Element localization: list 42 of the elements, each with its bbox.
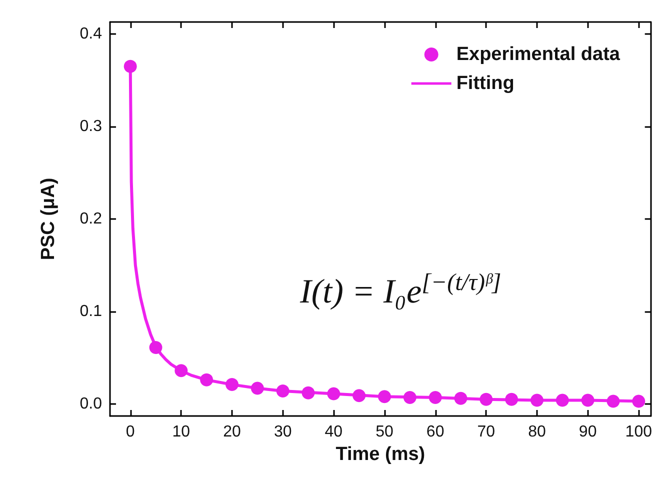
- x-tick-label: 80: [528, 424, 546, 440]
- point: [581, 394, 594, 407]
- x-tick-label: 90: [578, 424, 597, 440]
- x-tick-label: 40: [324, 424, 343, 440]
- x-tick-label: 0: [126, 424, 135, 440]
- point: [149, 341, 162, 354]
- x-tick-label: 30: [274, 424, 292, 440]
- point: [200, 373, 214, 386]
- point: [352, 389, 366, 402]
- legend-label: Experimental data: [456, 44, 620, 65]
- point: [403, 391, 416, 404]
- point: [302, 386, 315, 400]
- annotation: I(t) = I₀e$^{[−(t/τ)ᵝ]}$: [300, 270, 502, 312]
- point: [226, 378, 238, 392]
- point: [276, 384, 290, 398]
- x-tick-label: 10: [172, 424, 190, 440]
- legend-label: Fitting: [456, 73, 514, 94]
- y-tick-label: 0.2: [80, 210, 102, 228]
- point: [505, 392, 518, 406]
- y-axis-title: PSC (μA): [38, 178, 59, 260]
- x-tick-label: 100: [625, 424, 652, 440]
- y-tick-label: 0.0: [80, 395, 102, 412]
- point: [250, 382, 264, 395]
- point: [480, 392, 493, 406]
- x-tick-label: 60: [426, 424, 444, 440]
- point: [632, 394, 646, 408]
- x-tick-label: 20: [223, 424, 241, 440]
- x-tick-label: 50: [376, 424, 394, 440]
- x-tick-label: 70: [477, 424, 496, 440]
- point: [454, 392, 468, 405]
- point: [124, 60, 137, 73]
- point: [556, 394, 569, 407]
- y-tick-label: 0.3: [80, 118, 102, 136]
- point: [327, 387, 340, 400]
- point: [174, 364, 188, 378]
- point: [378, 390, 391, 404]
- x-axis-title: Time (ms): [336, 444, 426, 465]
- y-tick-label: 0.1: [80, 302, 102, 320]
- point: [606, 394, 620, 408]
- point: [530, 394, 544, 407]
- point: [428, 391, 442, 404]
- y-tick-label: 0.4: [80, 26, 102, 43]
